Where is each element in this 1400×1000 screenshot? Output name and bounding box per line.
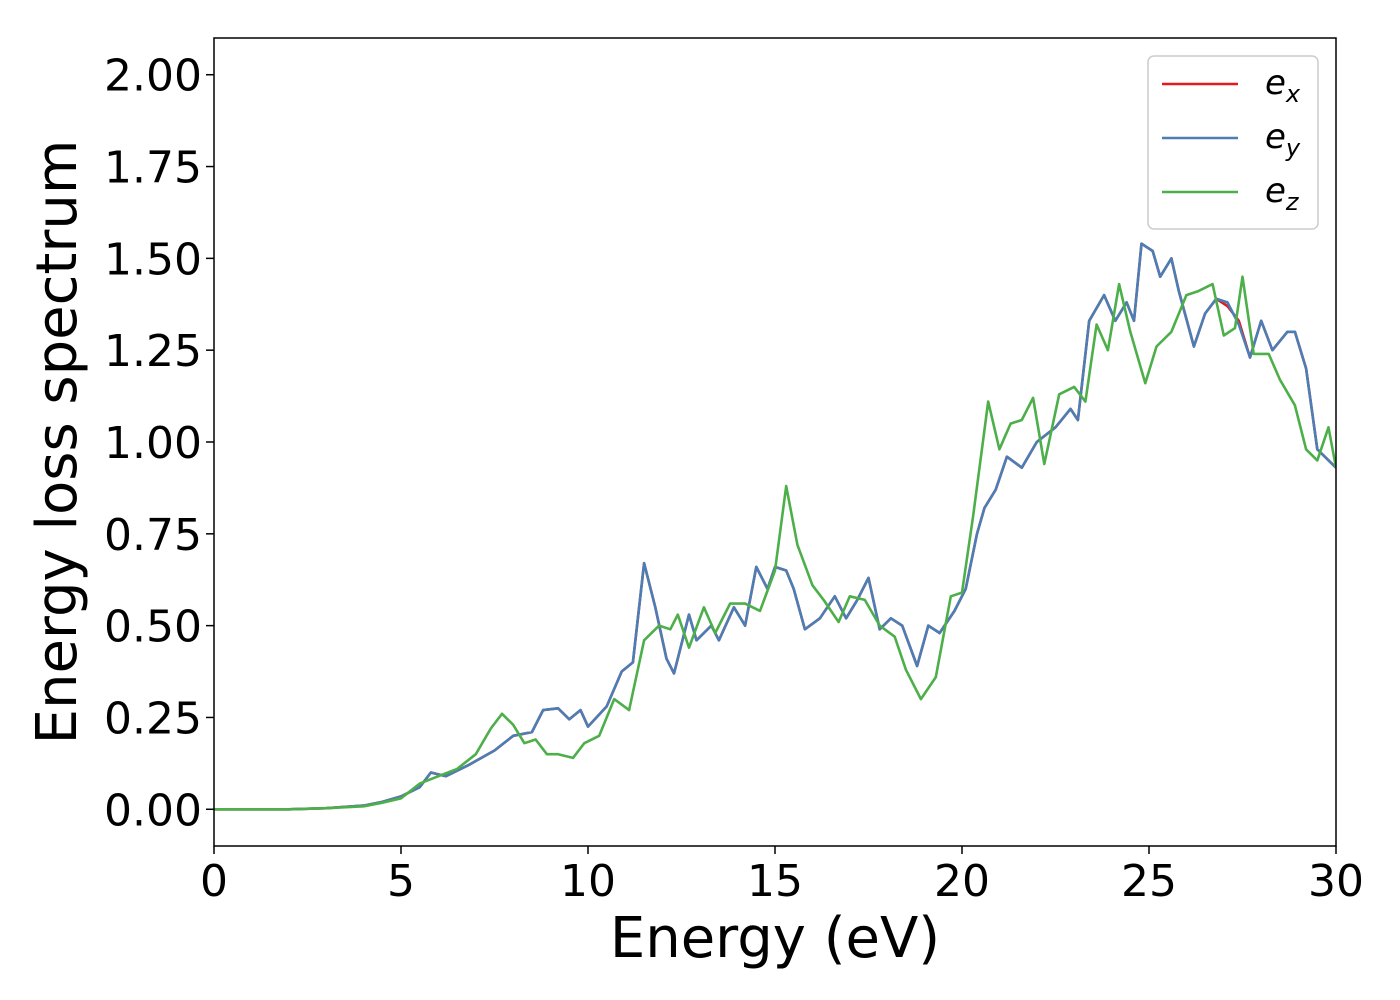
y-tick-label: 1.00: [104, 418, 202, 469]
y-axis-ticks: 0.00 0.25 0.50 0.75 1.00 1.25 1.50 1.75 2.00: [104, 51, 214, 836]
y-tick-label: 0.00: [104, 785, 202, 836]
y-tick-label: 1.25: [104, 326, 202, 377]
series-lines: [214, 242, 1336, 811]
y-tick-label: 2.00: [104, 51, 202, 102]
x-axis-label: Energy (eV): [610, 906, 940, 971]
legend-label-z: ez: [1265, 171, 1300, 216]
x-tick-label: 0: [200, 856, 228, 907]
y-axis-label: Energy loss spectrum: [25, 140, 90, 745]
x-tick-label: 25: [1121, 856, 1177, 907]
y-tick-label: 0.25: [104, 693, 202, 744]
y-tick-label: 1.75: [104, 143, 202, 194]
series-line-y: [214, 242, 1336, 811]
x-tick-label: 5: [387, 856, 415, 907]
y-tick-label: 0.75: [104, 510, 202, 561]
legend-label-x: ex: [1265, 63, 1301, 108]
legend: ex ey ez: [1147, 55, 1319, 230]
x-tick-label: 10: [560, 856, 616, 907]
y-tick-label: 0.50: [104, 602, 202, 653]
x-tick-label: 30: [1308, 856, 1364, 907]
series-line-z: [214, 275, 1336, 811]
y-tick-label: 1.50: [104, 234, 202, 285]
x-tick-label: 15: [747, 856, 803, 907]
legend-box: [1147, 55, 1319, 230]
legend-label-y: ey: [1265, 117, 1301, 162]
x-tick-label: 20: [934, 856, 990, 907]
x-axis-ticks: 0 5 10 15 20 25 30: [200, 846, 1364, 907]
